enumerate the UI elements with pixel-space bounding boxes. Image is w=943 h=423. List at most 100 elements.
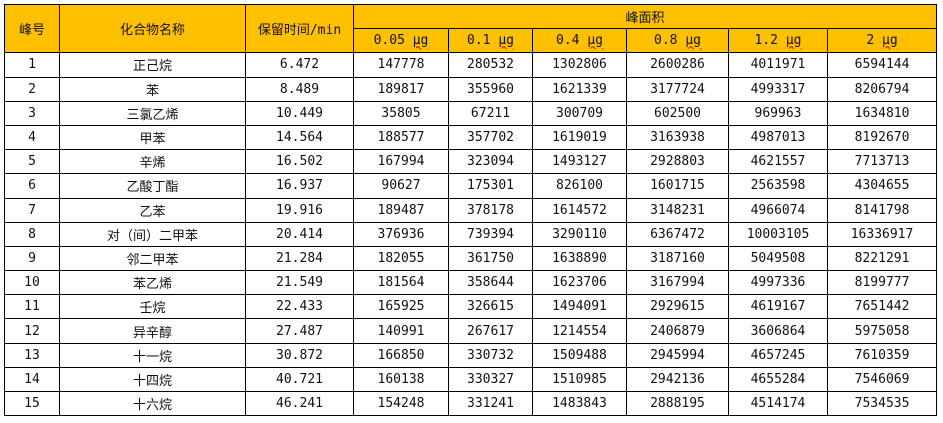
amount-unit: μg bbox=[498, 33, 514, 49]
peak-no-cell: 8 bbox=[4, 221, 60, 247]
retention-time-cell: 22.433 bbox=[245, 294, 354, 320]
peak-area-cell: 5049508 bbox=[728, 245, 828, 272]
header-amount-2: 0.4 μg bbox=[532, 28, 627, 54]
peak-no-cell: 2 bbox=[4, 76, 60, 102]
peak-area-cell: 3606864 bbox=[728, 318, 828, 344]
retention-time-cell: 20.414 bbox=[245, 221, 354, 247]
compound-name-cell: 邻二甲苯 bbox=[59, 245, 246, 272]
retention-time-cell: 19.916 bbox=[245, 197, 354, 223]
peak-area-cell: 8199777 bbox=[826, 270, 938, 296]
amount-value: 1.2 bbox=[754, 33, 778, 49]
compound-name-cell: 三氯乙烯 bbox=[59, 100, 246, 126]
peak-area-cell: 357702 bbox=[448, 124, 533, 151]
peak-area-cell: 1494091 bbox=[532, 294, 627, 320]
peak-area-cell: 2945994 bbox=[626, 342, 729, 368]
peak-area-cell: 1621339 bbox=[532, 76, 627, 102]
amount-unit: μg bbox=[685, 33, 701, 49]
peak-no-cell: 13 bbox=[4, 342, 60, 368]
header-peak-area: 峰面积 bbox=[352, 3, 938, 30]
peak-area-cell: 154248 bbox=[353, 390, 449, 417]
peak-area-cell: 90627 bbox=[353, 173, 449, 199]
compound-name-cell: 十一烷 bbox=[59, 342, 246, 368]
peak-area-cell: 8141798 bbox=[826, 197, 938, 223]
peak-area-cell: 8221291 bbox=[826, 245, 938, 272]
header-amount-5: 2 μg bbox=[826, 28, 938, 54]
peak-area-cell: 331241 bbox=[448, 390, 533, 417]
retention-time-cell: 6.472 bbox=[245, 52, 354, 78]
peak-area-cell: 3163938 bbox=[626, 124, 729, 151]
peak-area-cell: 160138 bbox=[353, 366, 449, 393]
peak-area-cell: 1510985 bbox=[532, 366, 627, 393]
retention-time-cell: 21.549 bbox=[245, 270, 354, 296]
peak-area-cell: 6594144 bbox=[826, 52, 938, 78]
peak-area-cell: 1601715 bbox=[626, 173, 729, 199]
peak-area-cell: 7534535 bbox=[826, 390, 938, 417]
peak-area-cell: 969963 bbox=[728, 100, 828, 126]
peak-area-cell: 2600286 bbox=[626, 52, 729, 78]
amount-unit: μg bbox=[587, 33, 603, 49]
peak-area-cell: 4993317 bbox=[728, 76, 828, 102]
table-row: 5 辛烯 16.502 167994 323094 1493127 2928803 46215… bbox=[4, 149, 938, 175]
table-row: 10 苯乙烯 21.549 181564 358644 1623706 3167994 499… bbox=[4, 270, 938, 296]
retention-time-cell: 21.284 bbox=[245, 245, 354, 272]
table-row: 3 三氯乙烯 10.449 35805 67211 300709 602500 969963 1… bbox=[4, 100, 938, 126]
table-row: 13 十一烷 30.872 166850 330732 1509488 2945994 465… bbox=[4, 342, 938, 368]
peak-area-cell: 1509488 bbox=[532, 342, 627, 368]
retention-time-cell: 30.872 bbox=[245, 342, 354, 368]
amount-value: 0.8 bbox=[654, 33, 678, 49]
header-compound: 化合物名称 bbox=[59, 3, 246, 54]
peak-no-cell: 7 bbox=[4, 197, 60, 223]
retention-time-cell: 8.489 bbox=[245, 76, 354, 102]
peak-area-cell: 355960 bbox=[448, 76, 533, 102]
peak-area-cell: 4987013 bbox=[728, 124, 828, 151]
peak-area-cell: 2928803 bbox=[626, 149, 729, 175]
header-peak-no: 峰号 bbox=[4, 3, 60, 54]
peak-area-cell: 3177724 bbox=[626, 76, 729, 102]
peak-area-cell: 4997336 bbox=[728, 270, 828, 296]
peak-area-cell: 3148231 bbox=[626, 197, 729, 223]
header-amount-3: 0.8 μg bbox=[626, 28, 729, 54]
peak-no-cell: 1 bbox=[4, 52, 60, 78]
retention-time-cell: 46.241 bbox=[245, 390, 354, 417]
peak-area-cell: 3167994 bbox=[626, 270, 729, 296]
peak-no-cell: 6 bbox=[4, 173, 60, 199]
peak-area-cell: 4657245 bbox=[728, 342, 828, 368]
peak-area-cell: 7713713 bbox=[826, 149, 938, 175]
table-row: 1 正己烷 6.472 147778 280532 1302806 2600286 40119… bbox=[4, 52, 938, 78]
amount-unit: μg bbox=[412, 33, 429, 49]
peak-area-cell: 167994 bbox=[353, 149, 449, 175]
compound-name-cell: 正己烷 bbox=[59, 52, 246, 78]
peak-no-cell: 14 bbox=[4, 366, 60, 393]
compound-name-cell: 苯乙烯 bbox=[59, 270, 246, 296]
peak-area-cell: 2563598 bbox=[728, 173, 828, 199]
peak-area-cell: 330732 bbox=[448, 342, 533, 368]
peak-area-cell: 826100 bbox=[532, 173, 627, 199]
compound-name-cell: 壬烷 bbox=[59, 294, 246, 320]
header-amount-1: 0.1 μg bbox=[448, 28, 533, 54]
peak-area-cell: 323094 bbox=[448, 149, 533, 175]
peak-area-cell: 140991 bbox=[353, 318, 449, 344]
peak-area-cell: 4514174 bbox=[728, 390, 828, 417]
peak-no-cell: 15 bbox=[4, 390, 60, 417]
compound-name-cell: 乙苯 bbox=[59, 197, 246, 223]
peak-no-cell: 11 bbox=[4, 294, 60, 320]
compound-name-cell: 乙酸丁酯 bbox=[59, 173, 246, 199]
amount-value: 2 bbox=[866, 33, 875, 49]
table-row: 9 邻二甲苯 21.284 182055 361750 1638890 3187160 504… bbox=[4, 245, 938, 272]
table-row: 7 乙苯 19.916 189487 378178 1614572 3148231 49660… bbox=[4, 197, 938, 223]
peak-area-cell: 361750 bbox=[448, 245, 533, 272]
amount-value: 0.1 bbox=[467, 33, 491, 49]
peak-area-cell: 35805 bbox=[353, 100, 449, 126]
peak-area-table: 峰号 化合物名称 保留时间/min 峰面积 0.05 μg 0.1 μg 0.4 μ… bbox=[4, 3, 938, 417]
peak-area-cell: 4011971 bbox=[728, 52, 828, 78]
peak-area-cell: 280532 bbox=[448, 52, 533, 78]
header-retention-time: 保留时间/min bbox=[245, 3, 354, 54]
peak-area-cell: 7651442 bbox=[826, 294, 938, 320]
peak-area-cell: 7546069 bbox=[826, 366, 938, 393]
peak-no-cell: 4 bbox=[4, 124, 60, 151]
peak-area-cell: 166850 bbox=[353, 342, 449, 368]
peak-area-cell: 330327 bbox=[448, 366, 533, 393]
compound-name-cell: 辛烯 bbox=[59, 149, 246, 175]
peak-area-cell: 16336917 bbox=[826, 221, 938, 247]
amount-value: 0.05 bbox=[373, 33, 405, 49]
